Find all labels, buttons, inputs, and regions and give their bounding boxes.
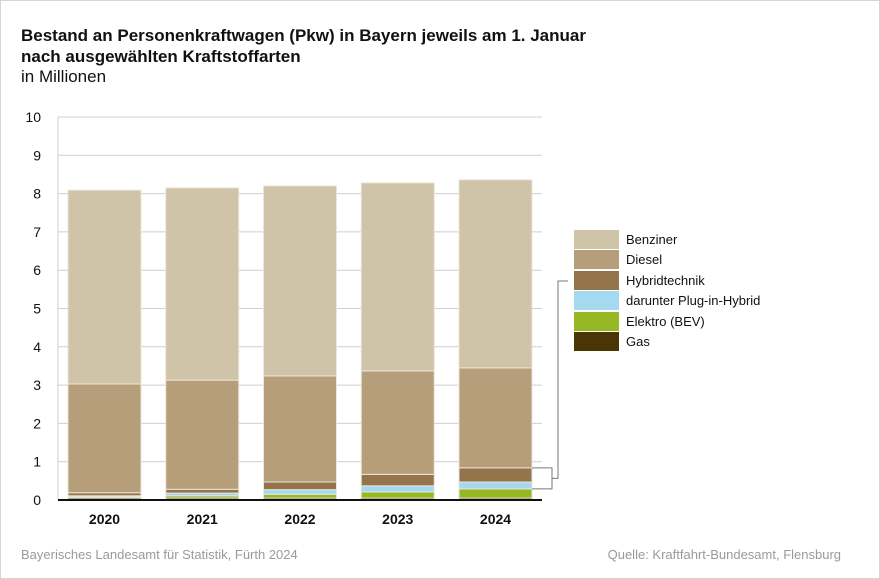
y-tick-label: 2 (33, 415, 41, 431)
y-tick-label: 9 (33, 147, 41, 163)
legend-item: Benziner (574, 229, 760, 249)
y-tick-label: 8 (33, 186, 41, 202)
legend-swatch (574, 229, 619, 249)
y-tick-label: 5 (33, 301, 41, 317)
title-line-1: Bestand an Personenkraftwagen (Pkw) in B… (21, 26, 586, 45)
bar-darunter-plug-in-hybrid-2024 (458, 481, 533, 490)
legend-label: Elektro (BEV) (626, 313, 705, 329)
x-tick-label: 2020 (89, 511, 120, 527)
legend-item: Gas (574, 332, 760, 352)
bar-hybridtechnik-2022 (263, 481, 337, 491)
bar-benziner-2020 (67, 189, 142, 385)
hybrid-bracket (532, 280, 568, 490)
bar-diesel-2023 (360, 370, 435, 475)
bar-diesel-2022 (263, 375, 337, 483)
legend-swatch (574, 311, 619, 331)
bar-hybridtechnik-2023 (360, 473, 435, 487)
legend-item: Hybridtechnik (574, 270, 760, 290)
bar-diesel-2024 (458, 367, 533, 469)
legend-label: darunter Plug-in-Hybrid (626, 293, 761, 308)
legend-swatch (574, 270, 619, 290)
y-tick-label: 0 (33, 492, 41, 508)
bar-elektro-bev--2023 (360, 491, 435, 499)
x-tick-label: 2021 (187, 511, 218, 527)
bar-darunter-plug-in-hybrid-2022 (263, 489, 337, 495)
x-tick-label: 2024 (480, 511, 511, 527)
y-tick-label: 6 (33, 262, 41, 278)
y-tick-label: 7 (33, 224, 41, 240)
bar-diesel-2020 (67, 383, 142, 494)
x-tick-label: 2023 (382, 511, 413, 527)
bar-elektro-bev--2024 (458, 488, 533, 499)
bar-benziner-2023 (360, 182, 435, 372)
bar-elektro-bev--2022 (263, 493, 337, 499)
legend-label: Hybridtechnik (626, 272, 705, 288)
bar-diesel-2021 (165, 379, 240, 490)
legend: Benziner Diesel Hybridtechnik darunter Plug… (574, 229, 760, 352)
bar-benziner-2024 (458, 179, 533, 369)
legend-label: Benziner (626, 231, 678, 247)
legend-label: Gas (626, 334, 650, 349)
footer-source-right: Quelle: Kraftfahrt-Bundesamt, Flensburg (607, 547, 841, 562)
legend-swatch (574, 291, 619, 310)
legend-swatch (574, 332, 619, 351)
bar-benziner-2021 (165, 187, 240, 381)
legend-item: Elektro (BEV) (574, 311, 760, 331)
bar-darunter-plug-in-hybrid-2023 (360, 485, 435, 493)
chart-subtitle: in Millionen (21, 67, 107, 86)
y-tick-label: 10 (25, 109, 41, 125)
chart-title: Bestand an Personenkraftwagen (Pkw) in B… (21, 25, 586, 67)
bar-benziner-2022 (263, 185, 337, 377)
bar-hybridtechnik-2021 (165, 488, 240, 494)
y-tick-label: 4 (33, 339, 41, 355)
footer-source-left: Bayerisches Landesamt für Statistik, Für… (21, 547, 298, 562)
legend-label: Diesel (626, 252, 663, 267)
bar-hybridtechnik-2024 (458, 467, 533, 483)
y-tick-label: 1 (33, 454, 41, 470)
legend-item: darunter Plug-in-Hybrid (574, 291, 760, 311)
y-tick-label: 3 (33, 377, 41, 393)
legend-swatch (574, 250, 619, 269)
title-line-2: nach ausgewählten Kraftstoffarten (21, 47, 301, 66)
legend-item: Diesel (574, 250, 760, 270)
x-tick-label: 2022 (284, 511, 315, 527)
